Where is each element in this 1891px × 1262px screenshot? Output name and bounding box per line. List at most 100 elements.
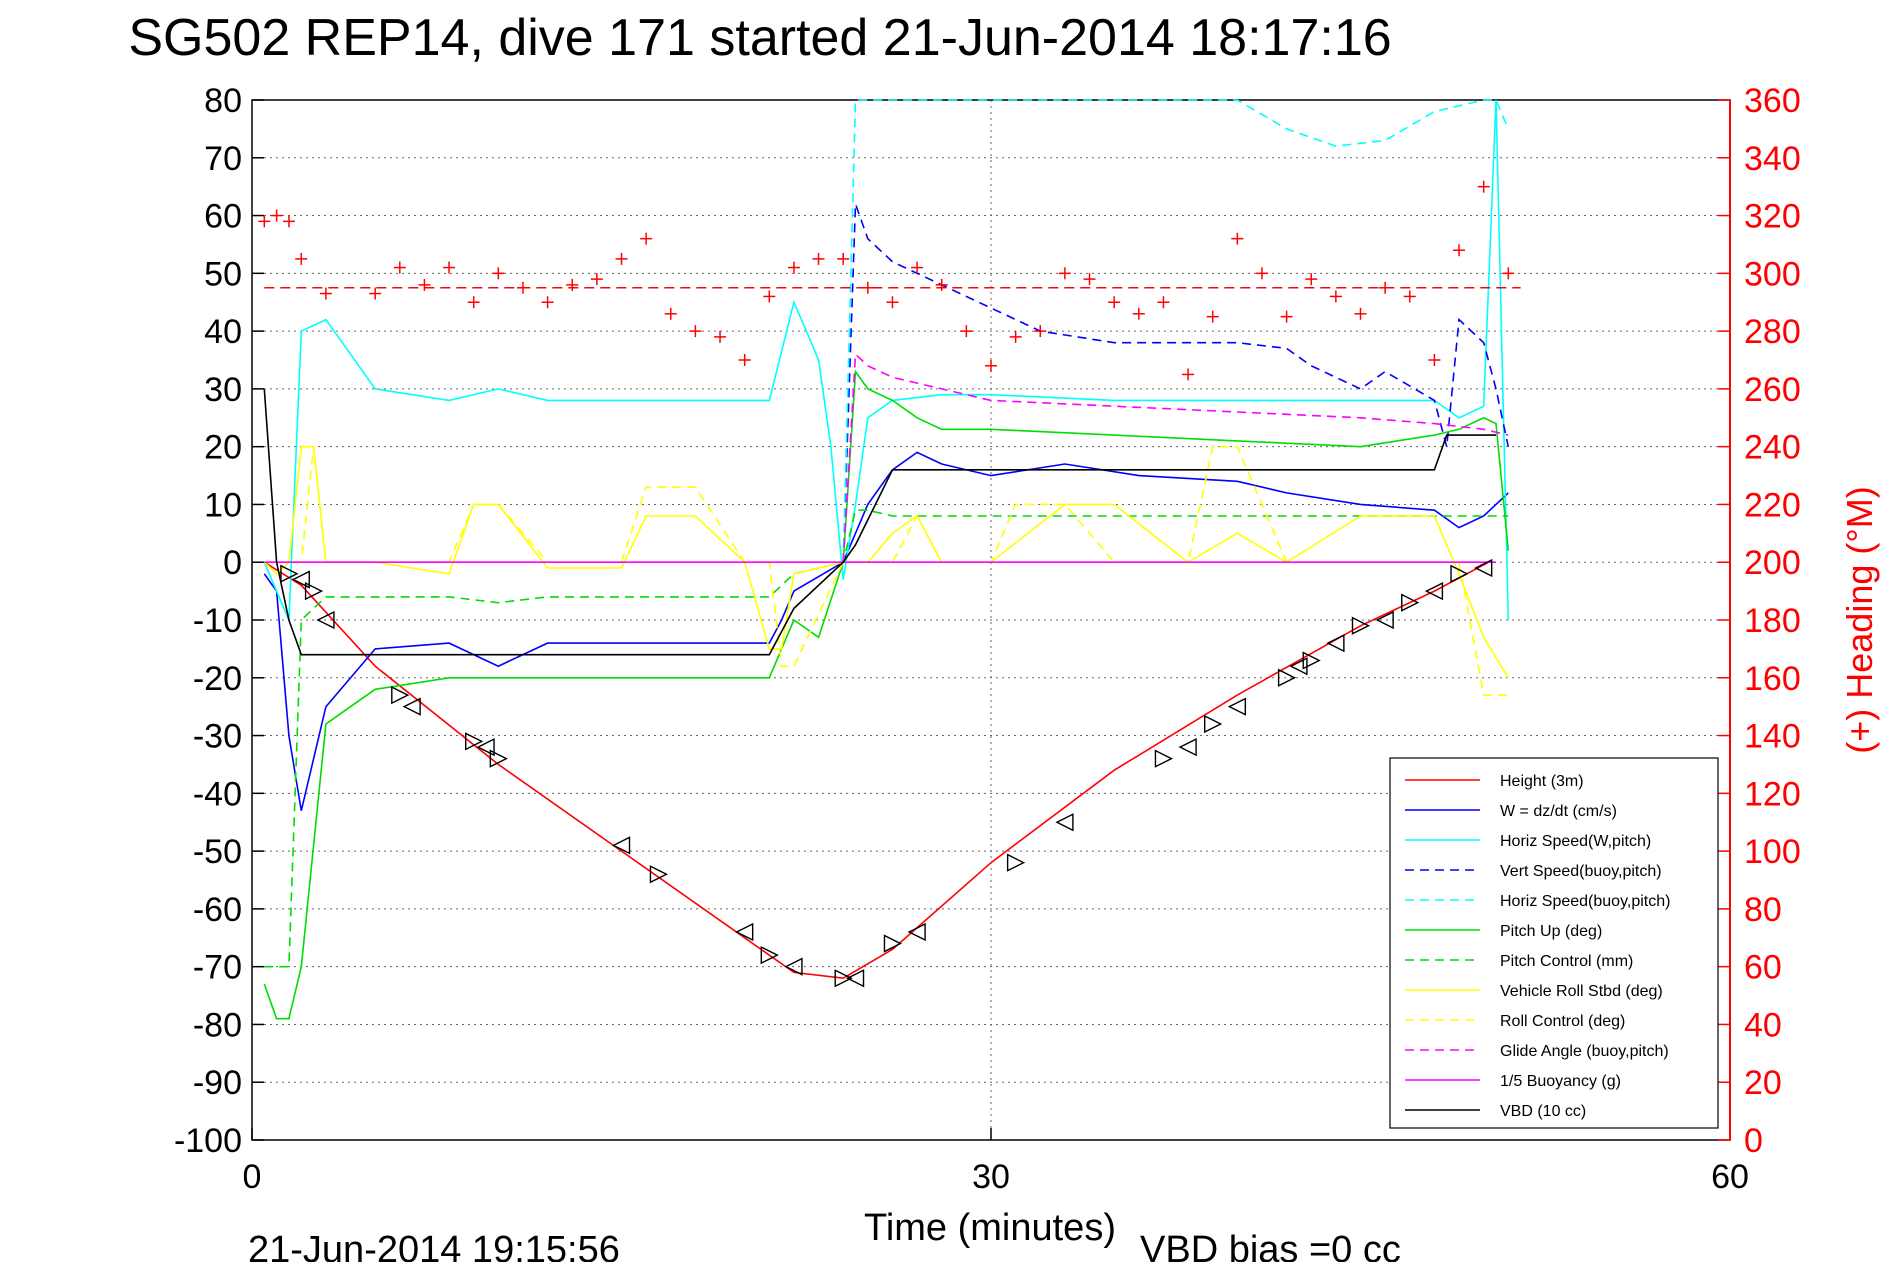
dive-marker [316, 610, 335, 630]
heading-point [738, 354, 751, 366]
dive-marker [735, 922, 754, 942]
heading-point [295, 252, 308, 265]
heading-point [1502, 267, 1515, 280]
heading-point [258, 215, 271, 228]
heading-point [985, 359, 997, 372]
heading-point [282, 215, 295, 228]
right-tick-label: 80 [1744, 891, 1782, 929]
heading-point [1453, 244, 1466, 257]
dive-marker [291, 570, 310, 589]
heading-point [566, 278, 579, 291]
dive-marker [1401, 593, 1420, 612]
dive-marker [845, 969, 865, 988]
legend-label: Vert Speed(buoy,pitch) [1500, 863, 1662, 880]
right-tick-label: 320 [1744, 198, 1801, 236]
dive-marker [834, 969, 853, 988]
heading-point [467, 296, 480, 309]
left-axis-ticks: 80 70 60 50 40 30 20 10 0 -10 -20 -30 -40 -50 -60 -70 -8… [174, 82, 264, 1160]
legend-label: Pitch Up (deg) [1500, 923, 1602, 940]
heading-point [1428, 354, 1441, 366]
left-tick-label: -40 [193, 775, 242, 813]
dive-marker [883, 934, 903, 953]
dive-marker [1203, 714, 1223, 734]
left-tick-label: 60 [204, 198, 242, 236]
heading-point [1206, 310, 1219, 323]
chart-title: SG502 REP14, dive 171 started 21-Jun-201… [128, 9, 1391, 67]
dive-marker [1424, 581, 1444, 601]
left-tick-label: 50 [204, 255, 242, 293]
dive-marker [760, 945, 779, 965]
right-axis-ticks: 3603403203002802602402202001801601401201… [1718, 82, 1801, 1160]
vbd-bias-label: VBD bias =0 cc [1140, 1229, 1401, 1262]
heading-point [1379, 281, 1392, 294]
dive-marker [649, 865, 669, 884]
legend-label: Glide Angle (buoy,pitch) [1500, 1043, 1669, 1060]
left-tick-label: -60 [193, 891, 242, 929]
dive-marker [391, 685, 410, 705]
heading-point [615, 252, 628, 265]
heading-point [1403, 290, 1416, 303]
series-w-dz-dt-cm-s [263, 451, 1509, 811]
left-tick-label: -30 [193, 718, 242, 756]
dive-marker [1277, 668, 1297, 687]
left-tick-label: -50 [193, 833, 242, 871]
left-tick-label: 40 [204, 313, 242, 351]
dive-marker [1055, 813, 1074, 832]
right-tick-label: 20 [1744, 1064, 1782, 1102]
heading-point [492, 267, 505, 280]
heading-point [443, 261, 456, 274]
heading-point [1132, 307, 1145, 320]
right-tick-label: 60 [1744, 949, 1782, 987]
heading-point [1231, 232, 1244, 245]
left-tick-label: -20 [193, 660, 242, 698]
left-tick-label: -70 [193, 949, 242, 987]
legend-label: Horiz Speed(buoy,pitch) [1500, 893, 1670, 910]
series-pitch-control-mm [264, 509, 1509, 968]
heading-point [393, 261, 406, 274]
series-vert-speed-buoy-pitch [842, 203, 1510, 563]
heading-point [319, 287, 332, 300]
right-tick-label: 240 [1744, 429, 1801, 467]
footer-date: 21-Jun-2014 19:15:56 [248, 1229, 620, 1262]
heading-point [960, 325, 973, 338]
dive-marker [784, 957, 803, 976]
heading-point [418, 278, 431, 291]
right-tick-label: 40 [1744, 1006, 1782, 1044]
heading-point [1305, 273, 1318, 286]
heading-point [935, 278, 948, 291]
heading-point [1182, 368, 1195, 381]
right-tick-label: 0 [1744, 1122, 1763, 1160]
dive-marker [1302, 651, 1321, 670]
right-tick-label: 300 [1744, 255, 1801, 293]
x-axis-label: Time (minutes) [864, 1207, 1116, 1249]
dive-marker [465, 732, 484, 751]
legend-label: Pitch Control (mm) [1500, 953, 1633, 970]
right-axis-label: (+) Heading (°M) [1839, 486, 1880, 753]
heading-point [369, 287, 382, 300]
heading-point [1354, 307, 1367, 320]
heading-point [763, 290, 776, 303]
right-tick-label: 100 [1744, 833, 1801, 871]
series-horiz-speed-buoy-pitch [842, 99, 1510, 563]
heading-point [590, 273, 603, 286]
left-tick-label: 0 [223, 544, 242, 582]
dive-marker [1154, 749, 1173, 768]
dive-marker [402, 697, 421, 716]
heading-point [1157, 296, 1170, 309]
dive-marker [1450, 564, 1469, 583]
heading-point [270, 209, 283, 222]
legend-label: W = dz/dt (cm/s) [1500, 803, 1617, 820]
heading-point [812, 252, 825, 265]
right-tick-label: 220 [1744, 486, 1801, 524]
x-axis-ticks: 0 30 60 [243, 1128, 1749, 1196]
heading-point [787, 261, 800, 274]
dive-marker [489, 749, 508, 768]
heading-point [1329, 290, 1342, 303]
heading-point [541, 296, 554, 309]
heading-point [1477, 180, 1490, 193]
left-tick-label: 70 [204, 140, 242, 178]
left-tick-label: 20 [204, 429, 242, 467]
left-tick-label: 80 [204, 82, 242, 120]
heading-point [1280, 310, 1293, 323]
